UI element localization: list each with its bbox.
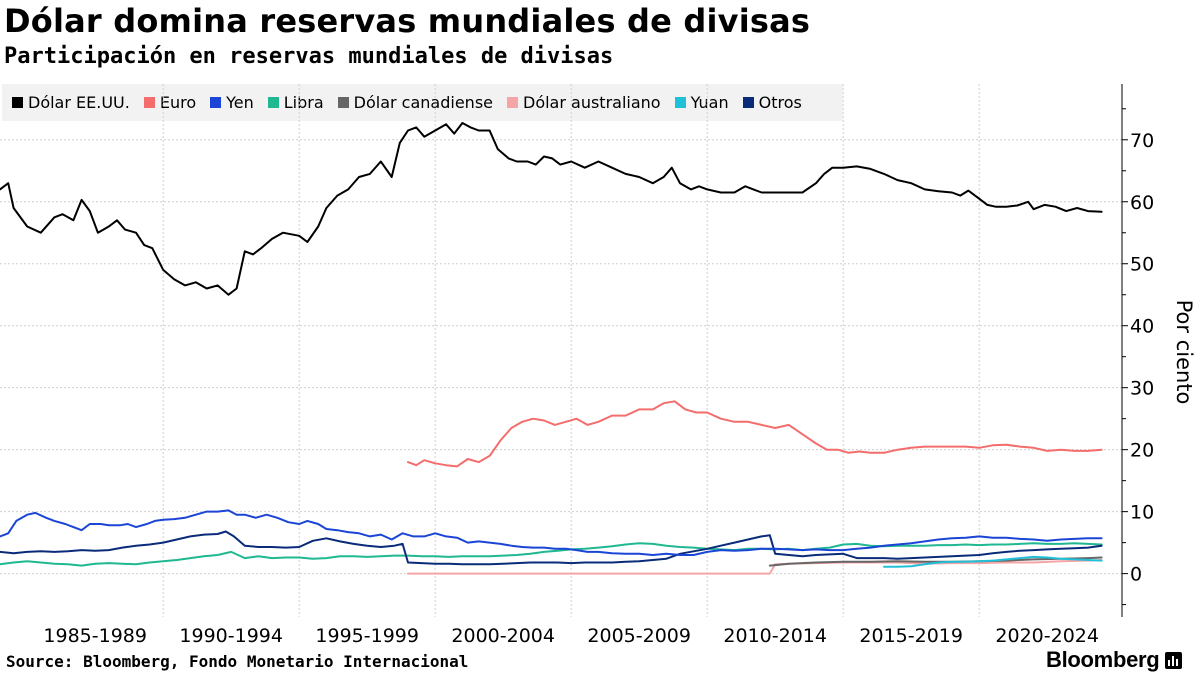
y-tick-label: 40: [1130, 316, 1154, 338]
legend-swatch-cny: [674, 97, 686, 108]
legend-item-usd: Dólar EE.UU.: [12, 93, 130, 112]
y-tick-label: 50: [1130, 254, 1154, 276]
bloomberg-mark-icon: [1165, 651, 1183, 669]
legend: Dólar EE.UU. Euro Yen Libra Dólar canadi…: [2, 84, 843, 121]
x-axis-labels: 1985-1989 1990-1994 1995-1999 2000-2004 2005…: [43, 625, 1099, 647]
legend-label-cny: Yuan: [690, 93, 729, 112]
series-line-cny: [883, 555, 1103, 568]
series-line-eur: [407, 400, 1103, 468]
gridlines: [0, 139, 1122, 575]
brand-text: Bloomberg: [1046, 647, 1160, 672]
series-line-jpy: [0, 509, 1103, 556]
legend-label-jpy: Yen: [226, 93, 254, 112]
y-tick-label: 60: [1130, 192, 1154, 214]
y-tick-label: 30: [1130, 378, 1154, 400]
legend-item-gbp: Libra: [267, 93, 324, 112]
x-tick-label: 2010-2014: [723, 625, 827, 647]
legend-swatch-cad: [337, 97, 349, 108]
x-tick-label: 2005-2009: [587, 625, 691, 647]
source-note: Source: Bloomberg, Fondo Monetario Inter…: [6, 652, 469, 671]
x-tick-label: 1985-1989: [43, 625, 147, 647]
period-dividers: [162, 84, 980, 617]
legend-label-cad: Dólar canadiense: [353, 93, 493, 112]
legend-label-gbp: Libra: [283, 93, 324, 112]
chart-subtitle: Participación en reservas mundiales de d…: [4, 44, 614, 69]
series-line-cad: [768, 556, 1103, 567]
series-line-other: [0, 530, 1103, 566]
legend-swatch-jpy: [210, 97, 222, 108]
legend-item-aud: Dólar australiano: [507, 93, 661, 112]
legend-item-cny: Yuan: [674, 93, 729, 112]
legend-label-eur: Euro: [159, 93, 197, 112]
y-tick-label: 20: [1130, 440, 1154, 462]
legend-item-jpy: Yen: [210, 93, 254, 112]
legend-item-cad: Dólar canadiense: [337, 93, 493, 112]
x-tick-label: 2000-2004: [451, 625, 555, 647]
x-tick-label: 2020-2024: [995, 625, 1099, 647]
legend-label-aud: Dólar australiano: [523, 93, 661, 112]
y-axis-label: Por ciento: [1172, 300, 1196, 405]
series-line-usd: [0, 122, 1103, 296]
x-tick-label: 1995-1999: [315, 625, 419, 647]
y-axis: 0 10 20 30 40 50 60 70: [1121, 84, 1154, 617]
bloomberg-logo: Bloomberg: [1046, 647, 1183, 673]
legend-swatch-gbp: [267, 97, 279, 108]
legend-swatch-aud: [507, 97, 518, 108]
chart-title: Dólar domina reservas mundiales de divis…: [4, 2, 811, 40]
series-line-aud: [407, 559, 1103, 575]
legend-label-other: Otros: [758, 93, 802, 112]
legend-label-usd: Dólar EE.UU.: [28, 93, 130, 112]
y-tick-label: 10: [1130, 502, 1154, 524]
series-lines: [0, 122, 1103, 575]
legend-swatch-usd: [12, 97, 23, 108]
series-line-gbp: [0, 542, 1103, 567]
y-tick-label: 70: [1130, 130, 1154, 152]
x-tick-label: 2015-2019: [859, 625, 963, 647]
legend-item-other: Otros: [742, 93, 802, 112]
legend-swatch-eur: [143, 97, 155, 108]
x-tick-label: 1990-1994: [179, 625, 283, 647]
legend-item-eur: Euro: [143, 93, 197, 112]
legend-swatch-other: [742, 97, 754, 108]
y-tick-label: 0: [1130, 564, 1142, 586]
